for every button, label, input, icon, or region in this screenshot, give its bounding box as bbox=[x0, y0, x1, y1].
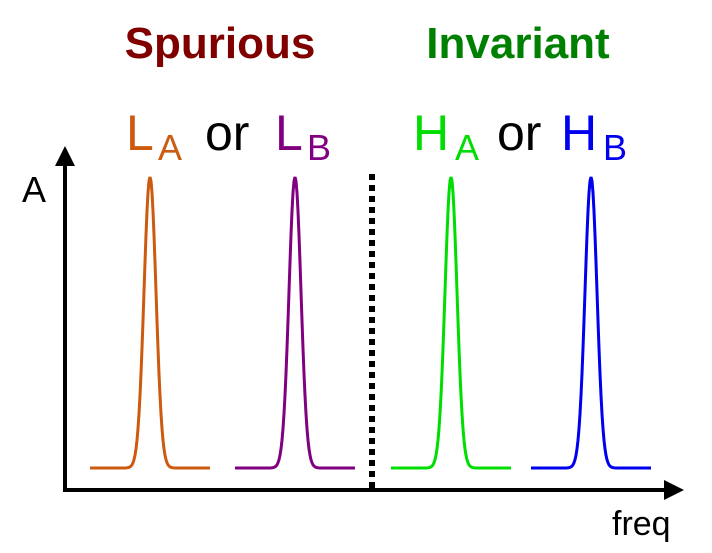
label-subscript: B bbox=[603, 127, 627, 168]
connector: or bbox=[205, 105, 249, 161]
peak bbox=[391, 176, 511, 470]
peak bbox=[90, 176, 210, 470]
heading: Spurious bbox=[125, 19, 316, 68]
label-letter: L bbox=[126, 105, 154, 161]
heading: Invariant bbox=[426, 19, 610, 68]
label-subscript: B bbox=[307, 127, 331, 168]
label-letter: H bbox=[413, 105, 449, 161]
peak bbox=[531, 176, 651, 470]
y-axis-label: A bbox=[22, 169, 46, 210]
label-subscript: A bbox=[455, 127, 479, 168]
connector: or bbox=[497, 105, 541, 161]
x-axis-label: freq bbox=[612, 505, 671, 543]
label-letter: L bbox=[275, 105, 303, 161]
label-letter: H bbox=[561, 105, 597, 161]
peak bbox=[235, 176, 355, 470]
label-subscript: A bbox=[158, 127, 182, 168]
